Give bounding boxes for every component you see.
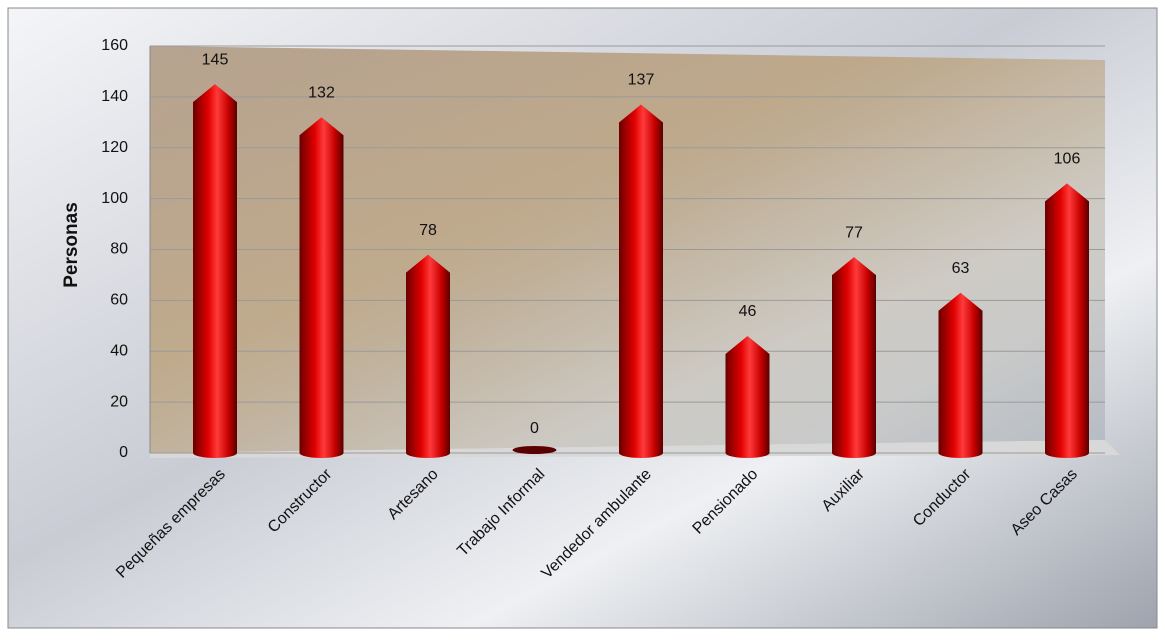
- y-tick-label: 100: [101, 190, 128, 207]
- y-tick-label: 0: [119, 444, 128, 461]
- bar: [406, 254, 450, 458]
- y-tick-label: 120: [101, 139, 128, 156]
- bar: [193, 84, 237, 458]
- value-label: 46: [739, 303, 757, 320]
- value-label: 77: [845, 224, 863, 241]
- value-label: 63: [952, 260, 970, 277]
- value-label: 137: [628, 72, 655, 89]
- y-tick-label: 20: [110, 393, 128, 410]
- y-tick-label: 160: [101, 37, 128, 54]
- bar: [725, 335, 770, 458]
- bar: [832, 257, 876, 458]
- bar: [512, 446, 557, 454]
- y-tick-label: 40: [110, 342, 128, 359]
- value-label: 132: [308, 84, 335, 101]
- y-tick-label: 60: [110, 292, 128, 309]
- y-axis-label: Personas: [61, 202, 82, 288]
- bar: [1045, 183, 1089, 459]
- value-label: 145: [202, 51, 229, 68]
- bar: [299, 117, 344, 458]
- y-tick-label: 80: [110, 241, 128, 258]
- value-label: 106: [1054, 151, 1081, 168]
- bar: [619, 104, 663, 458]
- value-label: 0: [530, 420, 539, 437]
- bar: [938, 292, 983, 458]
- value-label: 78: [419, 222, 437, 239]
- y-tick-label: 140: [101, 88, 128, 105]
